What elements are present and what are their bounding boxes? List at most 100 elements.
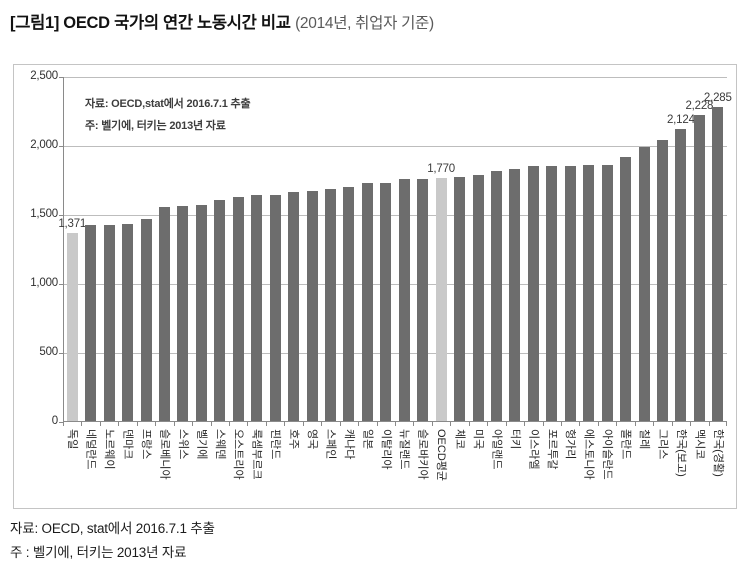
x-tick-mark — [671, 422, 673, 426]
bar-value-label-한국(보고): 2,124 — [666, 113, 695, 126]
x-tick-mark — [597, 422, 599, 426]
x-axis-label-아이슬란드: 아이슬란드 — [601, 429, 614, 480]
x-axis-label-아일랜드: 아일랜드 — [490, 429, 503, 470]
gridline-2000 — [63, 146, 727, 147]
gridline-2500 — [63, 77, 727, 78]
x-axis-label-뉴질랜드: 뉴질랜드 — [398, 429, 411, 470]
x-tick-mark — [136, 422, 138, 426]
y-axis-label-2500: 2,500 — [30, 70, 58, 82]
plot-area: 자료: OECD,stat에서 2016.7.1 추출 주: 벨기에, 터키는 … — [58, 77, 732, 426]
chart-annotation: 자료: OECD,stat에서 2016.7.1 추출 주: 벨기에, 터키는 … — [85, 93, 251, 137]
x-tick-mark — [395, 422, 396, 426]
bar-value-label-OECD평균: 1,770 — [427, 162, 455, 175]
x-tick-mark — [321, 422, 323, 426]
bar-폴란드 — [620, 156, 632, 421]
x-axis-label-멕시코: 멕시코 — [693, 429, 706, 460]
x-tick-mark — [358, 422, 360, 426]
bar-아이슬란드 — [601, 164, 613, 421]
x-tick-mark — [155, 422, 157, 426]
x-tick-mark — [63, 422, 64, 426]
x-tick-mark — [302, 422, 304, 426]
y-axis-label-0: 0 — [51, 415, 58, 427]
x-axis-label-핀란드: 핀란드 — [269, 429, 282, 460]
x-tick-mark — [487, 422, 489, 426]
bar-오스트리아 — [232, 197, 244, 421]
x-tick-mark — [450, 422, 452, 426]
chart-frame: 자료: OECD,stat에서 2016.7.1 추출 주: 벨기에, 터키는 … — [13, 64, 737, 509]
x-axis-label-스웨덴: 스웨덴 — [213, 429, 226, 460]
x-axis-label-폴란드: 폴란드 — [619, 429, 632, 460]
x-axis-label-노르웨이: 노르웨이 — [103, 429, 116, 470]
bar-미국 — [472, 175, 484, 421]
bar-스웨덴 — [214, 199, 226, 421]
bar-그리스 — [656, 140, 668, 421]
x-axis-label-한국(보고): 한국(보고) — [674, 429, 687, 477]
bar-영국 — [306, 190, 318, 421]
x-axis-label-덴마크: 덴마크 — [121, 429, 134, 460]
x-tick-mark — [505, 422, 507, 426]
x-tick-mark — [690, 422, 692, 426]
x-axis-line — [63, 421, 727, 422]
x-axis-label-스페인: 스페인 — [324, 429, 337, 460]
bar-벨기에 — [195, 204, 207, 421]
x-axis-label-헝가리: 헝가리 — [564, 429, 577, 460]
x-tick-mark — [339, 422, 341, 426]
bar-아일랜드 — [490, 170, 502, 421]
y-axis-line — [63, 77, 64, 426]
x-axis-label-룩셈부르크: 룩셈부르크 — [250, 429, 263, 480]
gridline-500 — [63, 353, 727, 354]
x-axis-label-영국: 영국 — [306, 429, 318, 450]
x-axis-label-슬로베니아: 슬로베니아 — [158, 429, 171, 480]
x-tick-mark — [81, 422, 83, 426]
x-tick-mark — [265, 422, 267, 426]
y-axis-label-500: 500 — [39, 346, 58, 358]
x-axis-label-포르투갈: 포르투갈 — [545, 429, 558, 470]
y-tick-mark — [59, 215, 63, 216]
bar-에스토니아 — [583, 165, 595, 421]
x-axis-label-터키: 터키 — [508, 429, 521, 450]
data-note: 주 : 벨기에, 터키는 2013년 자료 — [10, 545, 187, 560]
bar-슬로베니아 — [158, 206, 170, 421]
x-axis-label-네덜란드: 네덜란드 — [84, 429, 97, 470]
x-tick-mark — [118, 422, 120, 426]
x-tick-mark — [229, 422, 230, 426]
bar-value-label-멕시코: 2,228 — [685, 99, 714, 112]
x-tick-mark — [413, 422, 415, 426]
y-axis-label-1000: 1,000 — [30, 277, 58, 289]
x-tick-mark — [192, 422, 194, 426]
x-tick-mark — [99, 422, 101, 426]
x-tick-mark — [284, 422, 286, 426]
x-axis-label-캐나다: 캐나다 — [342, 429, 355, 460]
bar-호주 — [288, 192, 300, 421]
x-tick-mark — [468, 422, 470, 426]
x-tick-mark — [634, 422, 636, 426]
x-axis-label-독일: 독일 — [66, 429, 79, 450]
bar-헝가리 — [564, 165, 576, 421]
x-axis-label-미국: 미국 — [472, 429, 484, 450]
bar-캐나다 — [343, 186, 355, 421]
x-axis-label-오스트리아: 오스트리아 — [232, 429, 245, 480]
bar-스페인 — [324, 188, 336, 421]
chart-annotation-note: 주: 벨기에, 터키는 2013년 자료 — [85, 120, 226, 132]
bar-칠레 — [638, 147, 650, 421]
x-tick-mark — [431, 422, 433, 426]
bar-덴마크 — [122, 223, 134, 421]
y-tick-mark — [59, 353, 63, 354]
x-tick-mark — [247, 422, 249, 426]
bar-이스라엘 — [527, 166, 539, 421]
x-tick-mark — [616, 422, 618, 426]
x-axis-label-일본: 일본 — [361, 429, 374, 450]
bar-슬로바키아 — [417, 178, 429, 421]
bar-뉴질랜드 — [398, 178, 410, 421]
x-axis-label-슬로바키아: 슬로바키아 — [416, 429, 429, 480]
bar-체코 — [454, 176, 466, 421]
x-axis-label-스위스: 스위스 — [176, 429, 189, 460]
bar-일본 — [361, 183, 373, 421]
x-axis-label-벨기에: 벨기에 — [195, 429, 208, 460]
gridline-1000 — [63, 284, 727, 285]
bar-스위스 — [177, 205, 189, 421]
chart-annotation-source: 자료: OECD,stat에서 2016.7.1 추출 — [85, 98, 251, 110]
x-axis-label-OECD평균: OECD평균 — [435, 429, 448, 482]
bar-핀란드 — [269, 195, 281, 421]
